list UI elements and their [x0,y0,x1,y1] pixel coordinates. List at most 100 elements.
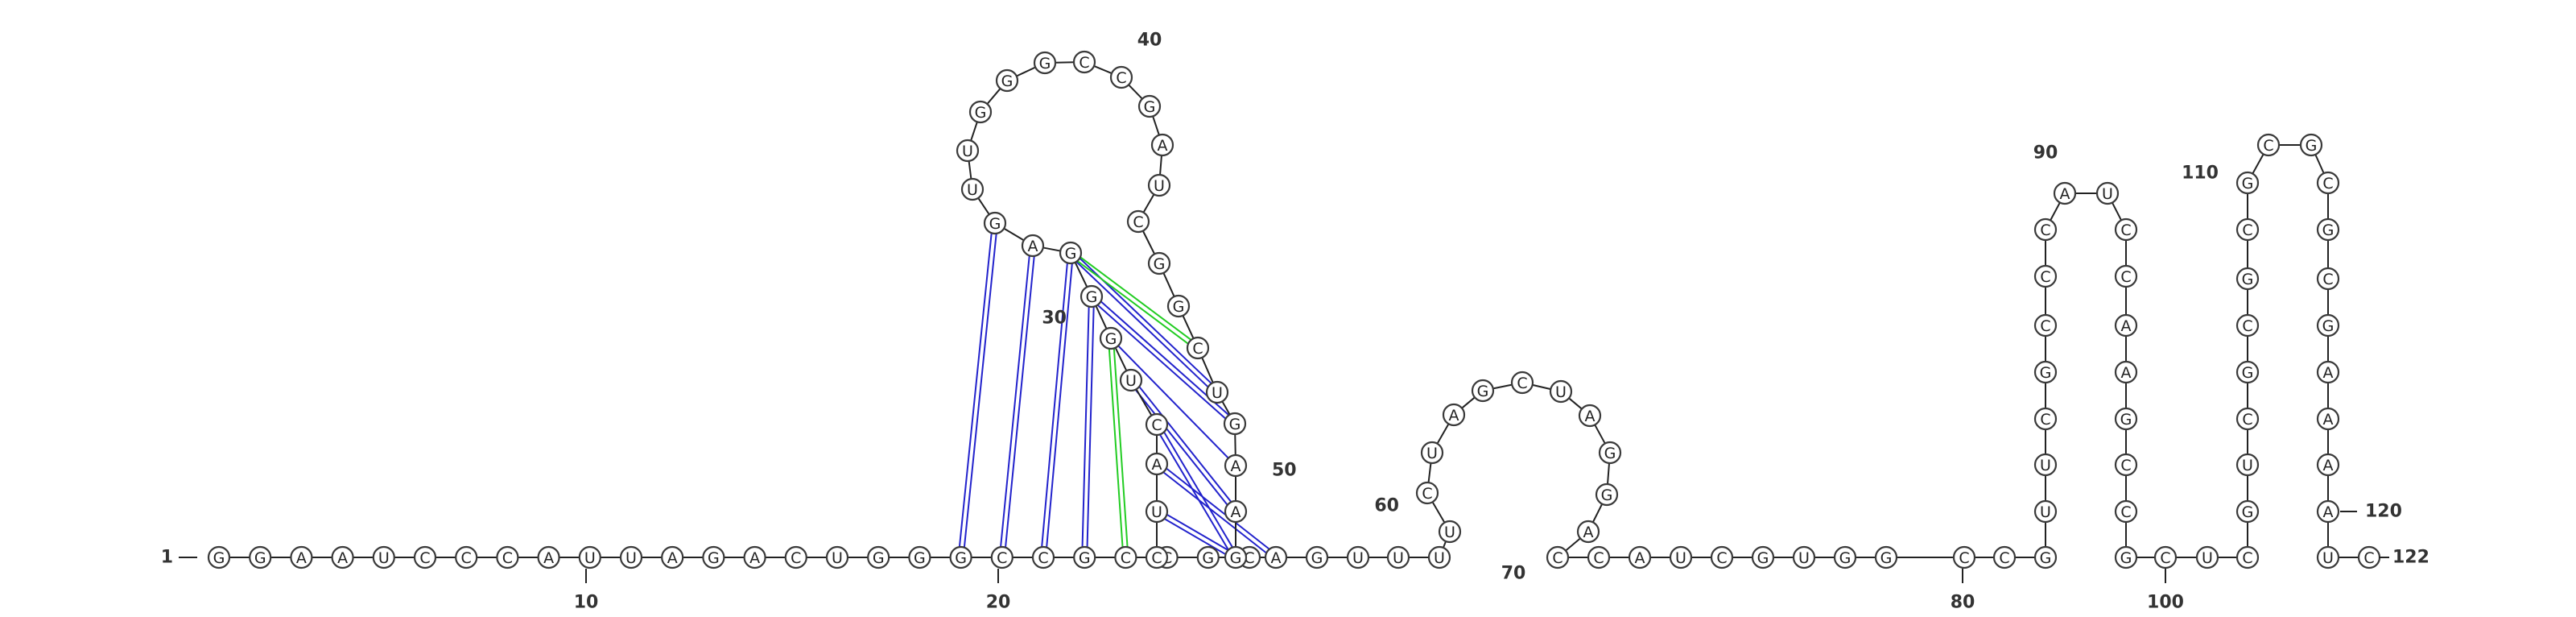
nucleotide-letter: C [2242,549,2252,567]
nucleotide-letter: G [2242,364,2254,382]
nucleotide-letter: C [1079,54,1089,72]
nucleotide-circle [413,545,437,569]
tertiary-pair-line [1071,250,1200,347]
nucleotide-81: C [1952,545,1976,569]
nucleotide-59: U [1386,545,1410,569]
position-label: 110 [2182,164,2219,184]
nucleotide-circle [2316,453,2340,477]
nucleotide-letter: U [2202,549,2213,567]
nucleotide-letter: G [873,549,885,567]
base-pair-line [1158,461,1278,557]
backbone-segment [1492,383,1513,390]
backbone-segment [1093,65,1113,74]
position-label: 122 [2392,548,2429,568]
nucleotide-circle [995,68,1019,93]
backbone-segment [1201,357,1214,383]
nucleotide-letter: C [2040,317,2050,335]
nucleotide-circle [2053,181,2077,205]
nucleotide-letter: C [502,549,513,567]
nucleotide-circle [1166,294,1191,318]
nucleotide-letter: C [2120,222,2131,239]
nucleotide-95: A [2114,313,2138,337]
nucleotide-circle [2235,453,2260,477]
nucleotide-circle [702,545,725,569]
nucleotide-32: G [1099,326,1123,350]
nucleotide-letter: C [2040,222,2050,239]
nucleotide-33: G [1080,284,1104,308]
nucleotide-letter: G [1839,549,1852,567]
nucleotide-circle [2033,217,2058,242]
nucleotide-51: U [1205,380,1229,404]
nucleotide-letter: G [989,215,1001,233]
nucleotide-letter: U [378,549,390,567]
nucleotide-letter: A [2323,503,2334,521]
nucleotide-47: C [1126,209,1150,234]
nucleotide-letter: G [1601,487,1613,504]
nucleotide-62: C [1415,481,1439,505]
nucleotide-letter: G [1477,383,1489,400]
nucleotide-letter: C [2160,549,2170,567]
nucleotide-circle [2033,264,2058,288]
nucleotide-56: A [1264,545,1288,569]
nucleotide-letter: A [2323,364,2334,382]
nucleotide-letter: A [1585,408,1596,425]
nucleotide-circle [1833,545,1857,569]
nucleotide-circle [2114,453,2138,477]
nucleotide-letter: G [1154,255,1166,273]
backbone-segment [1074,262,1088,288]
nucleotide-circle [1669,545,1693,569]
nucleotide-letter: C [1133,213,1143,231]
backbone-segment [1152,116,1160,135]
backbone-layer [229,61,2359,558]
nucleotide-100: G [2114,545,2138,569]
nucleotide-43: C [1109,65,1133,89]
nucleotide-19: G [949,545,972,569]
nucleotide-letter: G [1757,549,1769,567]
nucleotide-letter: G [1230,549,1242,567]
tertiary-pair-line [1112,337,1129,557]
nucleotide-letter: U [1151,503,1162,521]
nucleotide-letter: U [1352,549,1364,567]
nucleotide-letter: G [2242,175,2254,193]
nucleotide-74: A [1628,545,1652,569]
nucleotide-letter: A [1028,238,1038,255]
nucleotide-letter: U [832,549,843,567]
nucleotide-circle [1147,251,1171,275]
backbone-segment [1532,383,1551,391]
nucleotide-8: C [496,545,519,569]
base-pair-line [1154,465,1275,561]
nucleotide-34: G [1059,241,1083,265]
nucleotide-circle [1510,371,1534,395]
nucleotide-circle [2114,313,2138,337]
nucleotide-letter: A [337,549,348,567]
nucleotide-letter: G [1144,98,1156,116]
backbone-segment [1436,423,1450,445]
nucleotide-letter: G [2120,411,2132,429]
nucleotide-60: U [1427,545,1451,569]
nucleotide-1: G [207,545,231,569]
nucleotide-circle [2235,360,2260,384]
nucleotide-circle [2235,545,2260,569]
nucleotide-64: A [1442,403,1466,427]
base-pair-line [1081,296,1091,557]
nucleotide-114: C [2316,171,2340,195]
nucleotide-97: G [2114,407,2138,431]
nucleotide-circle [1224,499,1248,524]
nucleotide-115: G [2316,217,2340,242]
nucleotide-circle [1145,545,1169,569]
nucleotide-circle [1223,412,1247,436]
nucleotide-circle [2256,133,2281,157]
nucleotide-letter: C [2120,503,2131,521]
nucleotide-letter: G [1039,55,1051,72]
position-label: 80 [1951,593,1975,613]
nucleotide-letter: U [1393,549,1404,567]
backbone-segment [968,160,972,180]
nucleotide-93: C [2114,217,2138,242]
nucleotide-circle [1126,209,1150,234]
nucleotide-61: U [1438,520,1462,544]
nucleotide-circle [331,545,354,569]
nucleotide-9: A [537,545,560,569]
nucleotide-55: G [1224,545,1248,569]
nucleotide-letter: C [997,549,1007,567]
nucleotide-letter: G [1079,549,1091,567]
